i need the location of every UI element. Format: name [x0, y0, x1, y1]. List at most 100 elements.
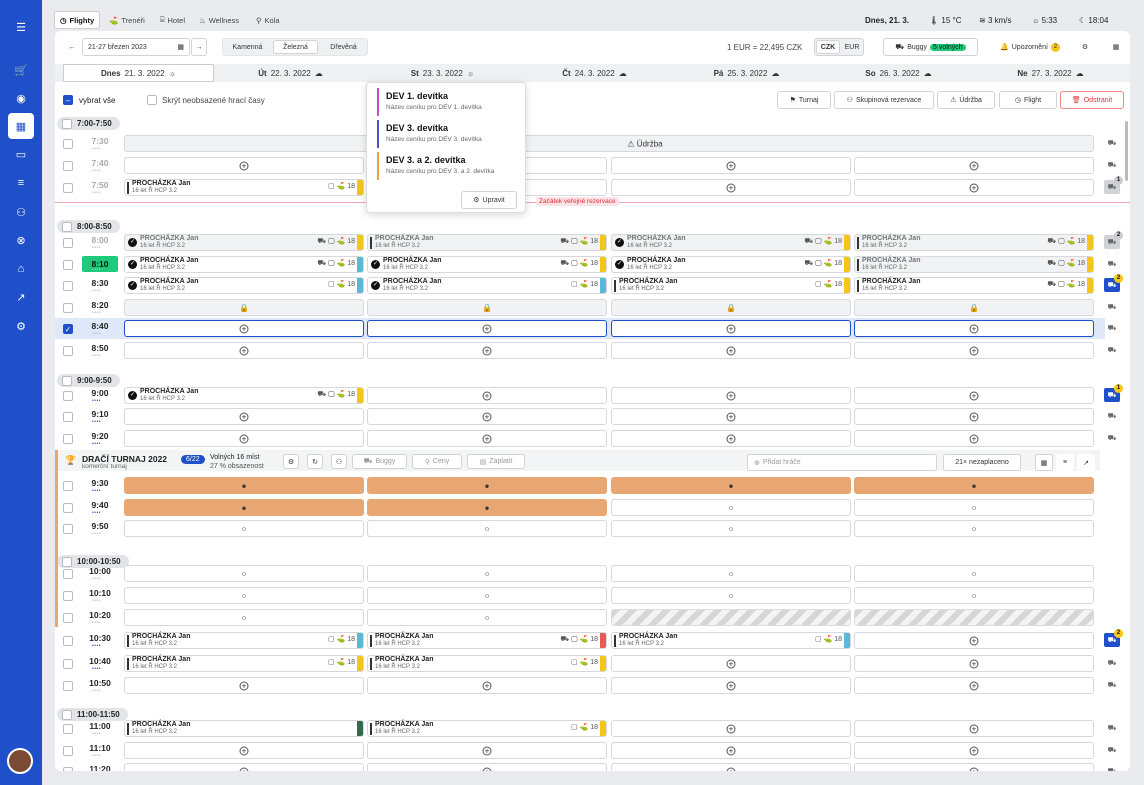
- empty-slot[interactable]: +: [611, 157, 851, 174]
- slot[interactable]: PROCHÁZKA Jan 16 let Ř HCP 3.2 ⛟ ▢ ⛳ 18: [854, 256, 1094, 273]
- empty-slot[interactable]: +: [611, 179, 851, 196]
- empty-slot[interactable]: +: [611, 720, 851, 737]
- slot[interactable]: 🔒: [367, 299, 607, 316]
- reservation[interactable]: PROCHÁZKA Jan 16 let Ř HCP 3.2 ▢ ⛳ 18: [125, 633, 363, 648]
- reservation[interactable]: PROCHÁZKA Jan 16 let Ř HCP 3.2 ⛟ ▢ ⛳ 18: [368, 235, 606, 250]
- row-checkbox[interactable]: [63, 681, 73, 691]
- cart-icon[interactable]: ⛟ 2: [1104, 274, 1123, 292]
- empty-slot[interactable]: +: [854, 320, 1094, 337]
- slot[interactable]: PROCHÁZKA Jan 16 let Ř HCP 3.2 ▢ ⛳ 18: [124, 632, 364, 649]
- add-icon[interactable]: +: [482, 412, 492, 421]
- group-checkbox[interactable]: [62, 221, 72, 232]
- reservation[interactable]: ✓ PROCHÁZKA Jan 16 let Ř HCP 3.2 ⛟ ▢ ⛳ 18: [125, 388, 363, 403]
- row-checkbox[interactable]: [63, 767, 73, 771]
- slot[interactable]: ✓ PROCHÁZKA Jan 16 let Ř HCP 3.2 ▢ ⛳ 18: [367, 277, 607, 294]
- reservation[interactable]: PROCHÁZKA Jan 16 let Ř HCP 3.2 ▢ ⛳ 18: [125, 180, 363, 195]
- empty-slot[interactable]: +: [854, 742, 1094, 759]
- slot[interactable]: PROCHÁZKA Jan 16 let Ř HCP 3.2 ▢ ⛳ 18: [611, 277, 851, 294]
- empty-slot[interactable]: +: [854, 763, 1094, 771]
- prev-arrow-icon[interactable]: ←: [63, 38, 81, 56]
- empty-slot[interactable]: +: [611, 742, 851, 759]
- row-checkbox[interactable]: [63, 659, 73, 669]
- slot[interactable]: PROCHÁZKA Jan 16 let Ř HCP 3.2: [124, 720, 364, 737]
- row-checkbox[interactable]: [63, 434, 73, 444]
- grid-view-icon[interactable]: ▦: [1035, 454, 1053, 471]
- row-checkbox[interactable]: [63, 260, 73, 270]
- add-icon[interactable]: +: [482, 324, 492, 333]
- empty-slot[interactable]: +: [854, 342, 1094, 359]
- add-icon[interactable]: +: [726, 659, 736, 668]
- tab-flighty[interactable]: ◷ Flighty: [54, 11, 101, 29]
- add-icon[interactable]: +: [239, 434, 249, 443]
- empty-slot[interactable]: +: [854, 179, 1094, 196]
- slot[interactable]: ○: [611, 565, 851, 582]
- empty-slot[interactable]: +: [124, 320, 364, 337]
- row-checkbox[interactable]: [63, 238, 73, 248]
- empty-slot[interactable]: +: [367, 430, 607, 447]
- row-checkbox[interactable]: [63, 281, 73, 291]
- add-icon[interactable]: +: [726, 412, 736, 421]
- slot[interactable]: 🔒: [854, 299, 1094, 316]
- slot[interactable]: ○: [854, 520, 1094, 537]
- reservation[interactable]: ✓ PROCHÁZKA Jan 16 let Ř HCP 3.2 ▢ ⛳ 18: [368, 278, 606, 293]
- add-icon[interactable]: +: [969, 183, 979, 192]
- row-checkbox[interactable]: [63, 524, 73, 534]
- cart-icon[interactable]: ⛟: [1107, 659, 1117, 667]
- tab-wellness[interactable]: ♨ Wellness: [199, 15, 240, 25]
- add-icon[interactable]: +: [726, 767, 736, 771]
- group-reservation-button[interactable]: ⚇ Skupinová rezervace: [834, 91, 934, 109]
- slot[interactable]: ●: [124, 477, 364, 494]
- course-zelezna[interactable]: Železná: [273, 40, 318, 54]
- slot[interactable]: ✓ PROCHÁZKA Jan 16 let Ř HCP 3.2 ⛟ ▢ ⛳ 18: [124, 234, 364, 251]
- cart-icon[interactable]: ⛟: [1107, 346, 1117, 354]
- day-header-0[interactable]: Dnes 21. 3. 2022 ☼: [63, 64, 214, 82]
- cart-icon[interactable]: ⛟: [1107, 767, 1117, 772]
- row-checkbox[interactable]: [63, 724, 73, 734]
- add-icon[interactable]: +: [969, 412, 979, 421]
- empty-slot[interactable]: +: [854, 430, 1094, 447]
- add-icon[interactable]: +: [969, 767, 979, 771]
- edit-button[interactable]: ⚙ Upravit: [461, 191, 517, 209]
- add-icon[interactable]: +: [239, 746, 249, 755]
- reservation[interactable]: ✓ PROCHÁZKA Jan 16 let Ř HCP 3.2 ⛟ ▢ ⛳ 18: [125, 257, 363, 272]
- slot[interactable]: ○: [367, 587, 607, 604]
- currency-eur[interactable]: EUR: [844, 43, 860, 51]
- row-checkbox[interactable]: [63, 412, 73, 422]
- empty-slot[interactable]: +: [611, 387, 851, 404]
- slot[interactable]: ✓ PROCHÁZKA Jan 16 let Ř HCP 3.2 ⛟ ▢ ⛳ 18: [124, 387, 364, 404]
- empty-slot[interactable]: +: [611, 342, 851, 359]
- slot[interactable]: ○: [124, 565, 364, 582]
- slot[interactable]: PROCHÁZKA Jan 16 let Ř HCP 3.2 ⛟ ▢ ⛳ 18: [367, 632, 607, 649]
- empty-slot[interactable]: +: [367, 742, 607, 759]
- empty-slot[interactable]: +: [854, 655, 1094, 672]
- maintenance-button[interactable]: ⚠ Údržba: [937, 91, 995, 109]
- add-icon[interactable]: +: [239, 412, 249, 421]
- slot[interactable]: ○: [854, 499, 1094, 516]
- add-icon[interactable]: +: [482, 746, 492, 755]
- empty-slot[interactable]: +: [611, 320, 851, 337]
- slot[interactable]: ✓ PROCHÁZKA Jan 16 let Ř HCP 3.2 ⛟ ▢ ⛳ 18: [611, 234, 851, 251]
- add-icon[interactable]: +: [726, 391, 736, 400]
- pricelist-item[interactable]: DEV 3. a 2. devítka Název ceníku pro DEV …: [377, 152, 521, 180]
- date-range-picker[interactable]: 21-27 březen 2023 ▦: [82, 38, 190, 56]
- row-checkbox[interactable]: [63, 503, 73, 513]
- empty-slot[interactable]: +: [611, 408, 851, 425]
- slot[interactable]: ○: [854, 565, 1094, 582]
- slot[interactable]: ✓ PROCHÁZKA Jan 16 let Ř HCP 3.2 ⛟ ▢ ⛳ 18: [367, 256, 607, 273]
- row-checkbox[interactable]: [63, 591, 73, 601]
- list-icon[interactable]: ≡: [17, 177, 25, 189]
- slot[interactable]: PROCHÁZKA Jan 16 let Ř HCP 3.2 ▢ ⛳ 18: [124, 655, 364, 672]
- slot[interactable]: PROCHÁZKA Jan 16 let Ř HCP 3.2 ▢ ⛳ 18: [611, 632, 851, 649]
- reservation[interactable]: PROCHÁZKA Jan 16 let Ř HCP 3.2 ⛟ ▢ ⛳ 18: [368, 633, 606, 648]
- row-checkbox[interactable]: [63, 183, 73, 193]
- cart-icon[interactable]: ⛟: [1107, 139, 1117, 147]
- tournament-pay-button[interactable]: ▤ Zaplatit: [467, 454, 525, 469]
- cart-icon[interactable]: 🛒: [14, 64, 28, 77]
- add-icon[interactable]: +: [969, 746, 979, 755]
- slot[interactable]: ✓ PROCHÁZKA Jan 16 let Ř HCP 3.2 ⛟ ▢ ⛳ 18: [124, 256, 364, 273]
- slot[interactable]: ✓ PROCHÁZKA Jan 16 let Ř HCP 3.2 ▢ ⛳ 18: [124, 277, 364, 294]
- add-icon[interactable]: +: [969, 724, 979, 733]
- slot[interactable]: ○: [124, 609, 364, 626]
- tournament-buggy-button[interactable]: ⛟ Buggy: [352, 454, 407, 469]
- row-checkbox[interactable]: [63, 613, 73, 623]
